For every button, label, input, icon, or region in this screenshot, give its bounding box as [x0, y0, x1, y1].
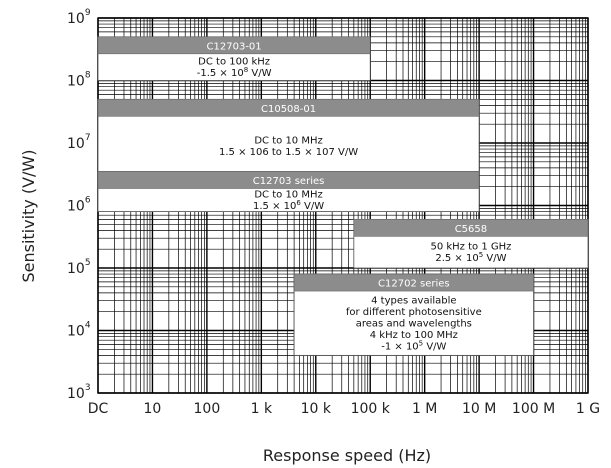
band-header [97, 171, 480, 189]
x-tick-label: 100 M [512, 401, 555, 417]
x-tick-label: DC [88, 401, 109, 417]
product-spec-line: 1.5 × 106 V/W [253, 199, 324, 212]
x-tick-label: 100 k [351, 401, 391, 417]
product-name: C12703 series [253, 176, 325, 187]
tick-labels: DC 10 100 1 k 10 k 100 k 1 M 10 M 100 M 1 G 103 104… [67, 8, 600, 417]
product-name: C10508-01 [261, 104, 316, 115]
y-tick-label: 106 [67, 196, 91, 215]
y-tick-label: 104 [67, 321, 91, 340]
product-bands: C12703-01 DC to 100 kHz-1.5 × 108 V/W C105… [97, 36, 589, 356]
product-spec-line: 1.5 × 106 to 1.5 × 107 V/W [219, 147, 358, 158]
x-tick-label: 10 [144, 401, 162, 417]
x-tick-label: 1 k [251, 401, 273, 417]
y-axis-title: Sensitivity (V/W) [19, 149, 38, 282]
product-spec-line: 4 kHz to 100 MHz [370, 330, 458, 341]
x-tick-label: 100 [194, 401, 221, 417]
x-tick-label: 10 k [301, 401, 332, 417]
product-spec-line: 50 kHz to 1 GHz [430, 242, 511, 253]
x-tick-label: 1 G [576, 401, 600, 417]
product-spec-line: DC to 10 MHz [254, 190, 322, 201]
product-name: C5658 [455, 224, 487, 235]
band-header [97, 36, 371, 55]
y-tick-label: 105 [67, 258, 91, 277]
band-header [293, 273, 534, 292]
y-tick-label: 109 [67, 8, 91, 27]
product-spec-line: 2.5 × 105 V/W [435, 251, 506, 264]
y-tick-label: 103 [67, 383, 91, 402]
band-header [353, 219, 589, 237]
product-spec-line: -1.5 × 108 V/W [197, 66, 272, 79]
product-name: C12703-01 [207, 41, 262, 52]
product-spec-line: for different photosensitive [346, 307, 482, 318]
x-axis-title: Response speed (Hz) [263, 446, 431, 465]
product-spec-line: areas and wavelengths [356, 318, 472, 329]
product-spec-line: DC to 10 MHz [254, 135, 322, 146]
product-name: C12702 series [378, 279, 450, 290]
x-tick-label: 10 M [462, 401, 496, 417]
x-tick-label: 1 M [412, 401, 437, 417]
product-band: C12703-01 DC to 100 kHz-1.5 × 108 V/W [97, 36, 371, 81]
y-tick-label: 107 [67, 133, 91, 152]
band-header [97, 99, 480, 117]
product-spec-line: 4 types available [371, 295, 456, 306]
y-tick-label: 108 [67, 71, 91, 90]
product-spec-line: -1 × 105 V/W [381, 339, 446, 352]
product-spec-line: DC to 100 kHz [198, 57, 270, 68]
